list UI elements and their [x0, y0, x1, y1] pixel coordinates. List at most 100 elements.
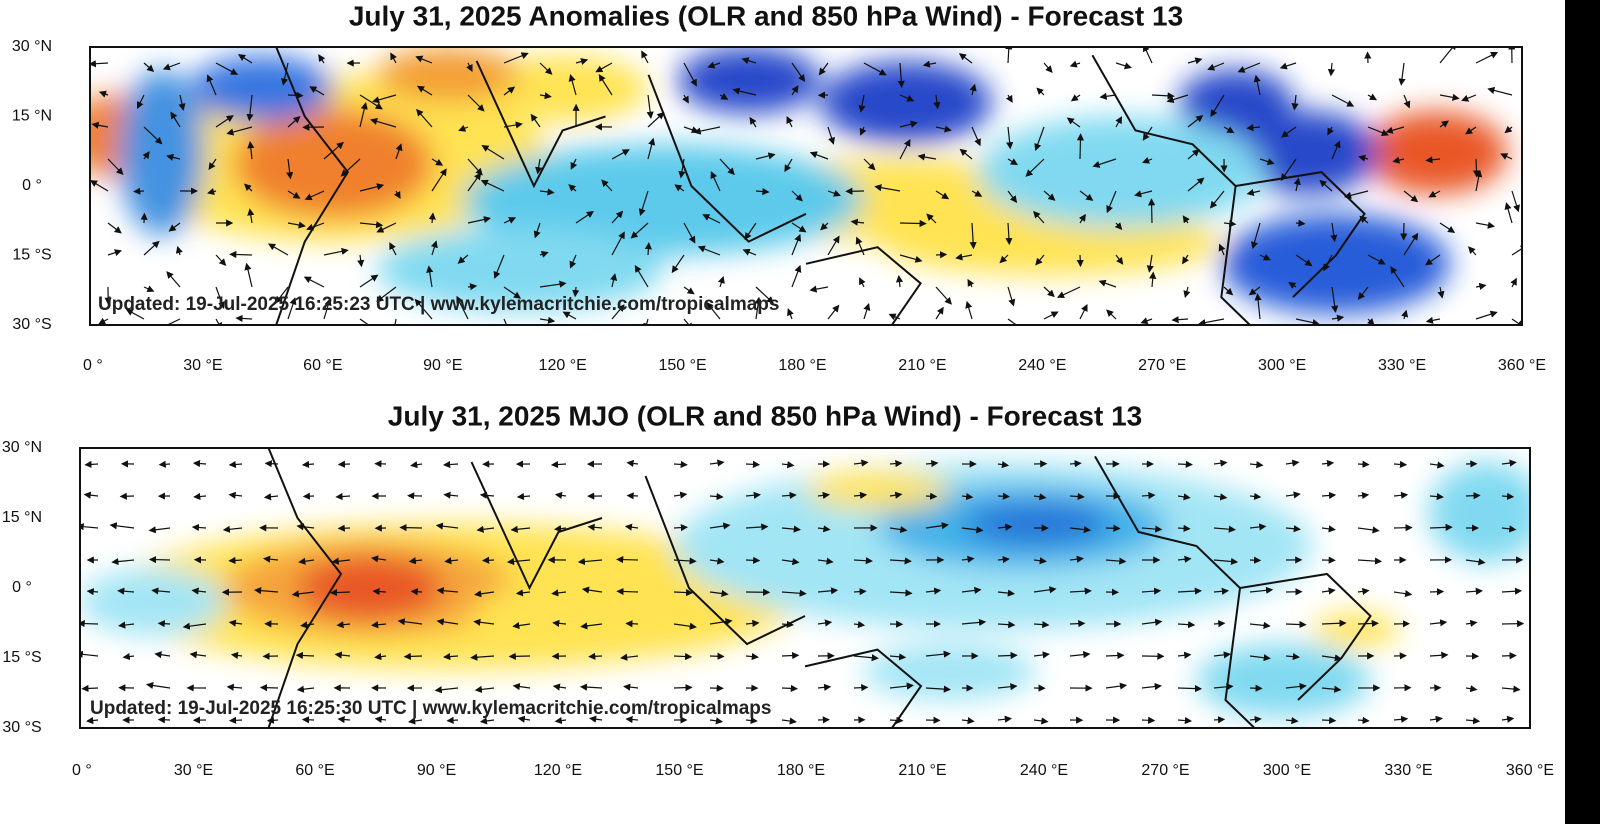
olr-blob: [820, 61, 992, 144]
longitude-label: 90 °E: [417, 762, 456, 779]
olr-blob: [1364, 111, 1507, 194]
wind-vector: [589, 656, 602, 657]
screen-edge: [1565, 0, 1600, 824]
longitude-label: 360 °E: [1498, 357, 1546, 374]
wind-vector: [160, 464, 170, 465]
wind-vector: [1394, 527, 1412, 528]
wind-vector: [483, 560, 494, 561]
longitude-label: 270 °E: [1138, 357, 1186, 374]
wind-vector: [1214, 719, 1224, 720]
wind-vector: [890, 720, 902, 721]
wind-vector: [405, 656, 422, 657]
longitude-label: 0 °: [83, 357, 103, 374]
wind-vector: [854, 687, 867, 688]
longitude-label: 30 °E: [183, 357, 222, 374]
wind-vector: [331, 592, 350, 593]
map-title: July 31, 2025 Anomalies (OLR and 850 hPa…: [349, 0, 1183, 31]
longitude-label: 210 °E: [898, 762, 946, 779]
wind-vector: [1358, 623, 1378, 624]
wind-vector: [1430, 591, 1443, 592]
wind-vector: [674, 464, 687, 465]
wind-vector: [401, 527, 422, 528]
longitude-label: 120 °E: [534, 762, 582, 779]
wind-vector: [746, 464, 759, 465]
latitude-label: 0 °: [12, 579, 32, 596]
wind-vector: [1322, 720, 1335, 721]
wind-vector: [1106, 528, 1119, 529]
longitude-label: 0 °: [72, 762, 92, 779]
wind-vector: [1502, 496, 1513, 497]
wind-vector: [1070, 463, 1081, 464]
wind-vector: [1476, 159, 1477, 176]
longitude-label: 60 °E: [295, 762, 334, 779]
latitude-label: 30 °N: [2, 439, 42, 456]
wind-vector: [297, 655, 314, 656]
latitude-label: 15 °N: [12, 108, 52, 125]
wind-vector: [626, 623, 638, 624]
wind-vector: [1178, 528, 1189, 529]
longitude-label: 330 °E: [1378, 357, 1426, 374]
map-panel: July 31, 2025 Anomalies (OLR and 850 hPa…: [12, 0, 1546, 374]
wind-vector: [782, 688, 797, 689]
olr-blob: [863, 644, 1037, 700]
wind-vector: [230, 720, 242, 721]
wind-vector: [150, 559, 170, 560]
longitude-label: 210 °E: [898, 357, 946, 374]
olr-blob: [1221, 214, 1450, 314]
wind-vector: [266, 463, 278, 464]
longitude-label: 300 °E: [1263, 762, 1311, 779]
latitude-label: 30 °N: [12, 38, 52, 55]
update-note: Updated: 19-Jul-2025 16:25:30 UTC | www.…: [90, 698, 771, 719]
wind-vector: [1214, 623, 1224, 624]
wind-vector: [230, 560, 242, 561]
longitude-label: 240 °E: [1018, 357, 1066, 374]
olr-blob: [1429, 462, 1545, 563]
longitude-label: 240 °E: [1020, 762, 1068, 779]
wind-vector: [268, 720, 278, 721]
longitude-label: 150 °E: [655, 762, 703, 779]
wind-vector: [288, 95, 302, 96]
latitude-label: 0 °: [22, 177, 42, 194]
olr-blob: [965, 501, 1110, 546]
olr-blob: [80, 568, 225, 635]
wind-vector: [1178, 688, 1201, 689]
latitude-label: 30 °S: [2, 719, 41, 736]
map-panel: July 31, 2025 MJO (OLR and 850 hPa Wind)…: [2, 400, 1554, 779]
wind-vector: [1106, 655, 1123, 656]
wind-vector: [510, 656, 530, 657]
longitude-label: 180 °E: [777, 762, 825, 779]
wind-vector: [1070, 623, 1084, 624]
longitude-label: 30 °E: [174, 762, 213, 779]
olr-blob: [298, 554, 443, 621]
wind-vector: [998, 655, 1017, 656]
wind-vector: [674, 687, 691, 688]
longitude-label: 330 °E: [1384, 762, 1432, 779]
wind-vector: [159, 623, 170, 624]
wind-vector: [998, 496, 1009, 497]
wind-vector: [448, 720, 458, 721]
olr-blob: [190, 55, 333, 122]
wind-vector: [648, 243, 649, 255]
wind-vector: [1080, 134, 1081, 159]
wind-vector: [1178, 464, 1192, 465]
wind-vector: [83, 688, 98, 689]
wind-vector: [1296, 223, 1304, 224]
wind-vector: [926, 496, 936, 497]
wind-vector: [674, 656, 691, 657]
wind-vector: [261, 687, 278, 688]
olr-blob: [677, 47, 820, 114]
latitude-label: 15 °S: [12, 247, 51, 264]
wind-vector: [1080, 255, 1081, 266]
wind-vector: [1466, 495, 1480, 496]
wind-vector: [674, 592, 692, 593]
wind-vector: [1358, 464, 1368, 465]
wind-vector: [746, 560, 759, 561]
longitude-label: 60 °E: [303, 357, 342, 374]
longitude-label: 270 °E: [1141, 762, 1189, 779]
latitude-label: 15 °N: [2, 509, 42, 526]
wind-vector: [900, 223, 926, 224]
wind-vector: [1286, 624, 1305, 625]
olr-blob: [233, 108, 433, 219]
